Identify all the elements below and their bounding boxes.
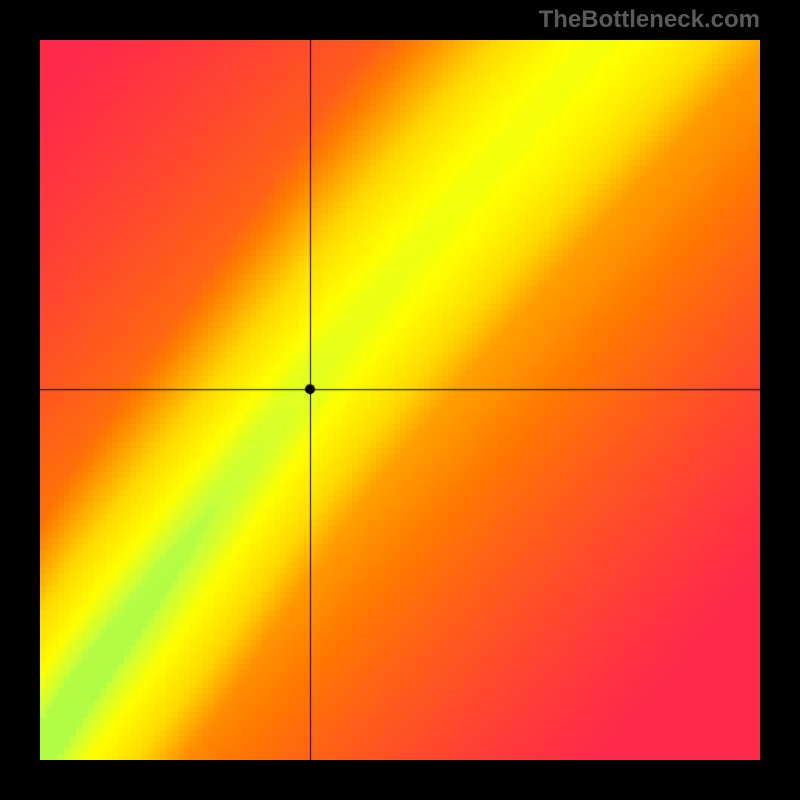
watermark-text: TheBottleneck.com xyxy=(539,6,760,34)
heatmap-canvas xyxy=(40,40,760,760)
chart-container: TheBottleneck.com xyxy=(0,0,800,800)
